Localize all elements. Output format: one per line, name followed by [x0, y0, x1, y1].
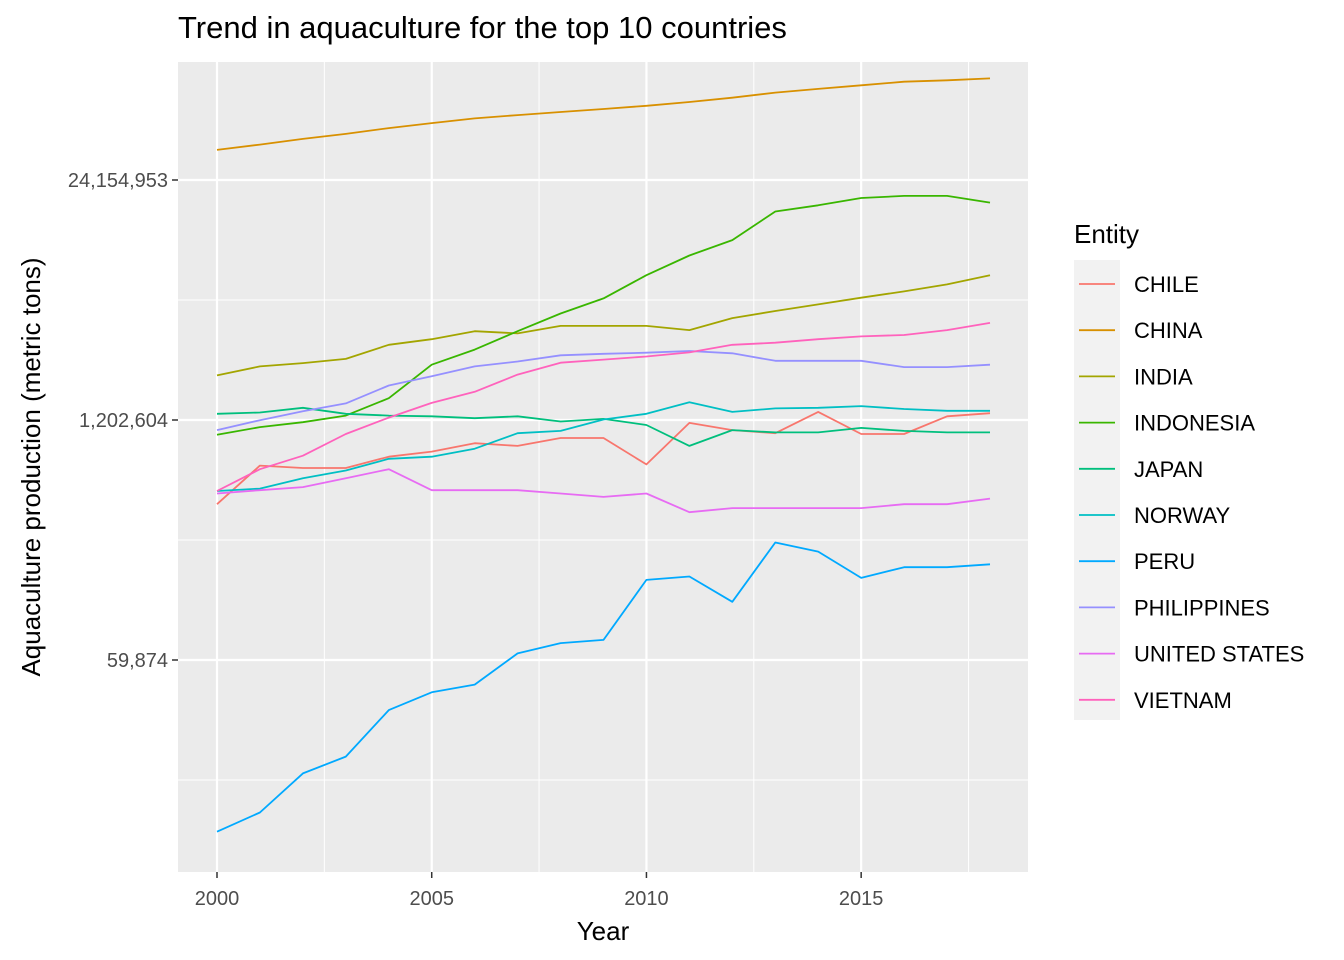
series-line-philippines: [216, 350, 991, 431]
legend-label: INDIA: [1134, 364, 1193, 389]
series-line-india: [216, 274, 991, 377]
legend-label: CHILE: [1134, 272, 1199, 297]
series-line-norway: [216, 401, 990, 492]
legend-label: UNITED STATES: [1134, 642, 1304, 667]
legend: Entity CHILE CHINA INDIA INDONESIA JAPAN NORW…: [1074, 219, 1304, 720]
x-tick-label: 2015: [839, 888, 884, 910]
legend-label: PHILIPPINES: [1134, 595, 1270, 620]
series-line-china: [216, 77, 991, 151]
y-tick-label: 24,154,953: [68, 170, 168, 192]
y-tick-label: 1,202,604: [79, 410, 168, 432]
x-tick-label: 2000: [195, 888, 240, 910]
plot-panel: [178, 62, 1028, 872]
series-line-united-states: [216, 468, 991, 514]
x-tick-labels: 2000 2005 2010 2015: [195, 888, 884, 910]
y-tick-label: 59,874: [107, 650, 168, 672]
legend-background: [1074, 260, 1120, 720]
minor-gridlines: [178, 62, 1028, 872]
series-line-indonesia: [216, 194, 991, 436]
series-line-vietnam: [216, 322, 991, 492]
x-tick-label: 2010: [624, 888, 669, 910]
y-axis-title: Aquaculture production (metric tons): [16, 257, 46, 676]
y-tick-labels: 59,874 1,202,604 24,154,953: [68, 170, 168, 672]
chart-title: Trend in aquaculture for the top 10 coun…: [178, 10, 787, 45]
legend-label: NORWAY: [1134, 503, 1230, 528]
legend-title: Entity: [1074, 219, 1139, 249]
legend-label: CHINA: [1134, 318, 1203, 343]
axis-ticks: [172, 179, 862, 878]
series-line-peru: [216, 541, 991, 833]
series-lines: [216, 77, 991, 833]
legend-label: PERU: [1134, 549, 1195, 574]
legend-label: JAPAN: [1134, 457, 1203, 482]
x-tick-label: 2005: [409, 888, 454, 910]
series-line-chile: [216, 410, 991, 505]
x-axis-title: Year: [577, 916, 630, 946]
legend-label: VIETNAM: [1134, 688, 1232, 713]
legend-label: INDONESIA: [1134, 411, 1255, 436]
major-gridlines: [178, 62, 1028, 872]
